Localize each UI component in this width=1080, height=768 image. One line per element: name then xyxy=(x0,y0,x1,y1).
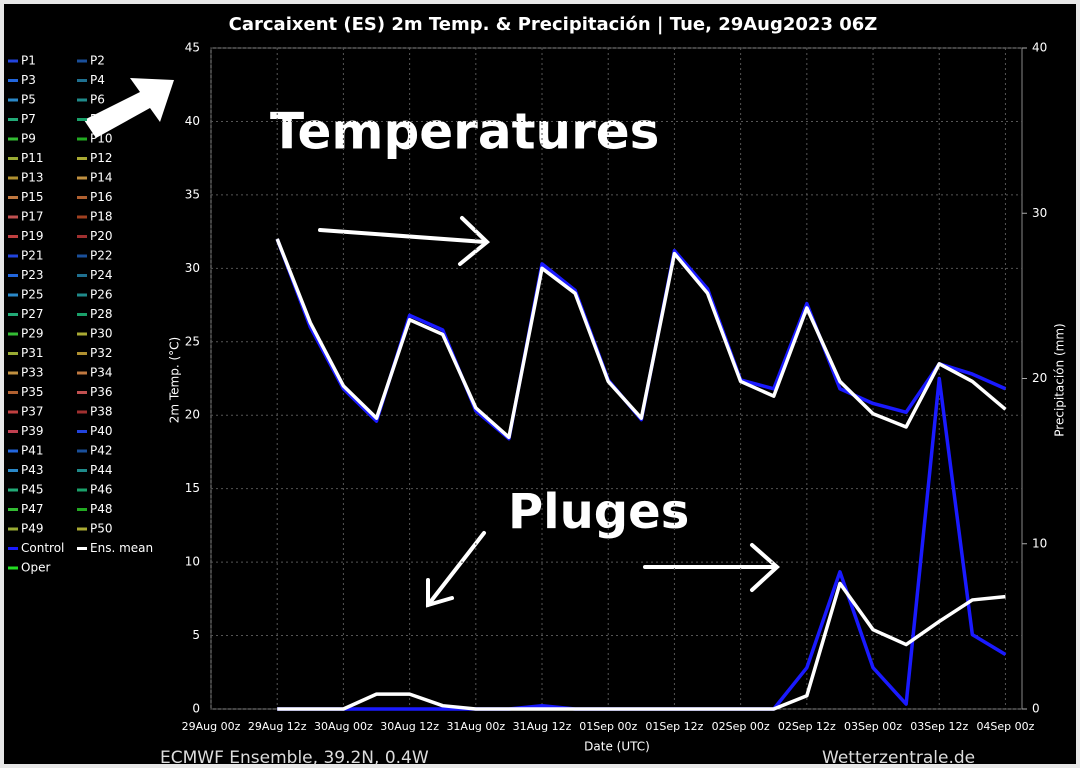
arrow xyxy=(84,78,174,138)
x-tick-label: 29Aug 12z xyxy=(248,720,307,733)
x-tick-label: 31Aug 12z xyxy=(513,720,572,733)
legend-label: P7 xyxy=(21,112,36,126)
legend-label: P21 xyxy=(21,249,44,263)
legend-label: Ens. mean xyxy=(90,541,153,555)
y2-tick-label: 10 xyxy=(1032,536,1047,550)
legend-label: P16 xyxy=(90,190,113,204)
legend-label: P48 xyxy=(90,502,113,516)
legend-label: P17 xyxy=(21,210,44,224)
y2-tick-label: 20 xyxy=(1032,371,1047,385)
y-tick-label: 45 xyxy=(185,41,200,55)
legend-label: P46 xyxy=(90,483,113,497)
legend-label: P20 xyxy=(90,229,113,243)
legend-label: P2 xyxy=(90,54,105,68)
legend-label: P29 xyxy=(21,327,44,341)
legend-label: P11 xyxy=(21,151,44,165)
legend-label: P45 xyxy=(21,483,44,497)
footer-source: ECMWF Ensemble, 39.2N, 0.4W xyxy=(160,748,429,768)
legend-label: P42 xyxy=(90,444,113,458)
y-tick-label: 0 xyxy=(192,702,200,716)
legend-label: P24 xyxy=(90,268,113,282)
legend-label: P15 xyxy=(21,190,44,204)
legend-label: P31 xyxy=(21,346,44,360)
legend-label: P28 xyxy=(90,307,113,321)
y-tick-label: 20 xyxy=(185,408,200,422)
legend-label: P35 xyxy=(21,385,44,399)
chart-title: Carcaixent (ES) 2m Temp. & Precipitación… xyxy=(229,14,878,35)
y-tick-label: 15 xyxy=(185,481,200,495)
legend-label: P3 xyxy=(21,73,36,87)
legend-label: P41 xyxy=(21,444,44,458)
x-tick-label: 03Sep 00z xyxy=(844,720,902,733)
y-tick-label: 35 xyxy=(185,187,200,201)
x-axis-label: Date (UTC) xyxy=(584,740,650,754)
x-tick-label: 01Sep 12z xyxy=(645,720,703,733)
y2-tick-label: 30 xyxy=(1032,206,1047,220)
y2-axis-label: Precipitación (mm) xyxy=(1053,323,1067,436)
legend-label: Oper xyxy=(21,561,50,575)
legend-label: P13 xyxy=(21,171,44,185)
x-tick-label: 02Sep 12z xyxy=(778,720,836,733)
legend-label: P26 xyxy=(90,288,113,302)
y-tick-label: 10 xyxy=(185,555,200,569)
legend-label: P50 xyxy=(90,522,113,536)
legend-label: P33 xyxy=(21,366,44,380)
legend-label: P37 xyxy=(21,405,44,419)
legend-label: P27 xyxy=(21,307,44,321)
annotation: Pluges xyxy=(508,484,689,540)
legend-label: P18 xyxy=(90,210,113,224)
x-tick-label: 01Sep 00z xyxy=(579,720,637,733)
plot-area xyxy=(210,47,1023,710)
legend-label: P10 xyxy=(90,132,113,146)
y-tick-label: 40 xyxy=(185,114,200,128)
legend-label: P44 xyxy=(90,463,113,477)
arrows xyxy=(318,216,780,608)
legend-label: P19 xyxy=(21,229,44,243)
legend-label: P8 xyxy=(90,112,105,126)
legend-label: P1 xyxy=(21,54,36,68)
y2-tick-label: 40 xyxy=(1032,41,1047,55)
temp-line xyxy=(275,238,1007,440)
footer-site: Wetterzentrale.de xyxy=(822,748,975,768)
legend-label: P5 xyxy=(21,93,36,107)
legend-label: P6 xyxy=(90,93,105,107)
x-tick-label: 31Aug 00z xyxy=(446,720,505,733)
legend-label: P39 xyxy=(21,424,44,438)
x-tick-label: 04Sep 00z xyxy=(976,720,1034,733)
precip-line xyxy=(277,581,1006,711)
legend-label: P9 xyxy=(21,132,36,146)
legend-label: P25 xyxy=(21,288,44,302)
y-tick-label: 5 xyxy=(192,628,200,642)
legend-label: P23 xyxy=(21,268,44,282)
x-tick-label: 30Aug 00z xyxy=(314,720,373,733)
legend-label: P22 xyxy=(90,249,113,263)
legend-label: P14 xyxy=(90,171,113,185)
y-tick-label: 30 xyxy=(185,261,200,275)
legend-label: P49 xyxy=(21,522,44,536)
legend-label: P30 xyxy=(90,327,113,341)
y-tick-label: 25 xyxy=(185,334,200,348)
legend-label: P34 xyxy=(90,366,113,380)
x-tick-label: 02Sep 00z xyxy=(712,720,770,733)
legend-label: P43 xyxy=(21,463,44,477)
x-tick-label: 29Aug 00z xyxy=(182,720,241,733)
y-axis-label: 2m Temp. (°C) xyxy=(168,337,182,424)
x-tick-label: 03Sep 12z xyxy=(910,720,968,733)
x-tick-label: 30Aug 12z xyxy=(380,720,439,733)
legend-label: P36 xyxy=(90,385,113,399)
legend-label: Control xyxy=(21,541,64,555)
annotation: Temperatures xyxy=(270,103,659,161)
legend-label: P32 xyxy=(90,346,113,360)
legend-label: P38 xyxy=(90,405,113,419)
legend-label: P40 xyxy=(90,424,113,438)
legend-label: P12 xyxy=(90,151,113,165)
legend-label: P4 xyxy=(90,73,105,87)
y2-tick-label: 0 xyxy=(1032,702,1040,716)
legend-label: P47 xyxy=(21,502,44,516)
